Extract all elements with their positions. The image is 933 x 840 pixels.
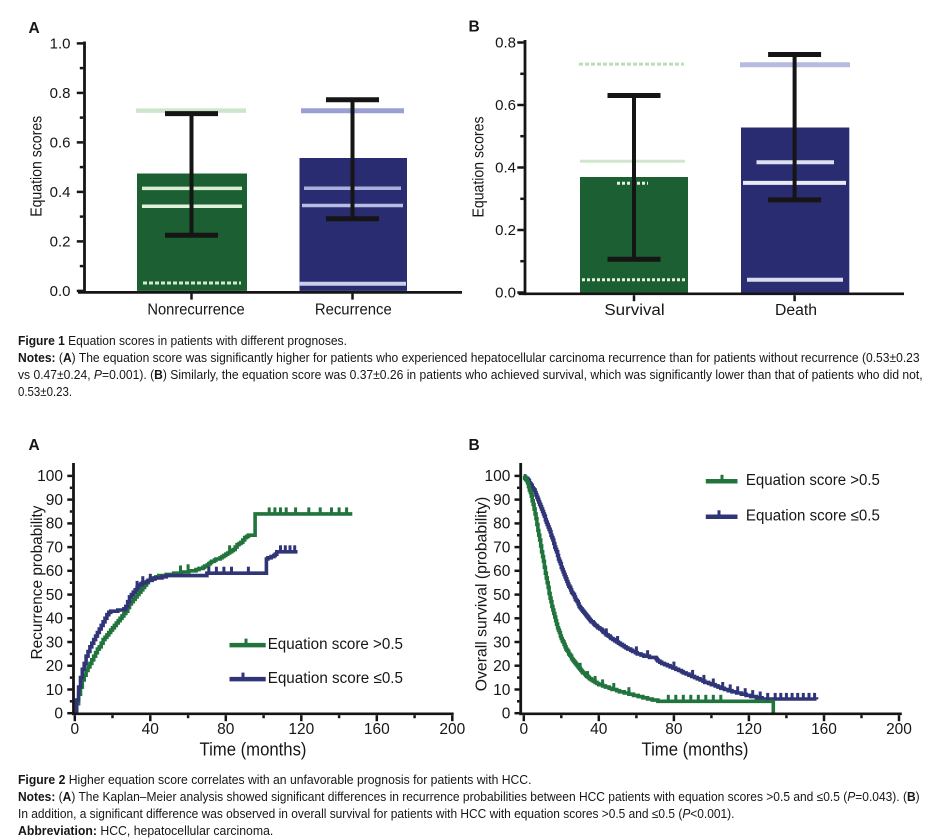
svg-text:60: 60: [493, 563, 511, 580]
svg-text:20: 20: [493, 658, 511, 675]
svg-text:50: 50: [46, 587, 64, 604]
svg-text:60: 60: [46, 563, 64, 580]
svg-text:A: A: [29, 437, 40, 454]
svg-text:0.0: 0.0: [50, 283, 71, 300]
svg-text:70: 70: [493, 539, 511, 556]
svg-text:20: 20: [46, 658, 64, 675]
svg-text:40: 40: [590, 721, 608, 738]
svg-text:0: 0: [70, 721, 79, 738]
svg-text:10: 10: [46, 682, 64, 699]
svg-text:30: 30: [46, 634, 64, 651]
svg-text:B: B: [469, 19, 480, 36]
svg-text:70: 70: [46, 539, 64, 556]
svg-text:160: 160: [811, 721, 837, 738]
svg-text:Recurrence: Recurrence: [315, 302, 392, 319]
svg-text:0.2: 0.2: [50, 233, 71, 250]
svg-text:80: 80: [217, 721, 235, 738]
svg-text:120: 120: [288, 721, 314, 738]
svg-text:100: 100: [485, 468, 511, 485]
svg-text:80: 80: [665, 721, 683, 738]
svg-text:40: 40: [46, 611, 64, 628]
svg-text:30: 30: [493, 634, 511, 651]
svg-text:0: 0: [502, 706, 511, 723]
svg-text:Equation score >0.5: Equation score >0.5: [268, 636, 403, 653]
svg-text:0.4: 0.4: [50, 184, 71, 201]
svg-text:A: A: [29, 20, 40, 37]
svg-text:Nonrecurrence: Nonrecurrence: [147, 302, 244, 319]
svg-text:Survival: Survival: [604, 302, 664, 319]
svg-text:120: 120: [736, 721, 762, 738]
svg-text:Time (months): Time (months): [642, 740, 749, 760]
svg-text:0: 0: [54, 706, 63, 723]
svg-text:Equation scores: Equation scores: [29, 116, 46, 217]
svg-text:40: 40: [142, 721, 160, 738]
svg-text:90: 90: [46, 492, 64, 509]
svg-text:80: 80: [493, 516, 511, 533]
svg-text:Recurrence probability: Recurrence probability: [29, 506, 46, 660]
svg-text:10: 10: [493, 682, 511, 699]
svg-text:0.8: 0.8: [50, 85, 71, 102]
svg-text:Equation scores: Equation scores: [471, 117, 488, 218]
svg-text:Equation score ≤0.5: Equation score ≤0.5: [746, 508, 880, 525]
svg-text:Overall survival (probability): Overall survival (probability): [474, 497, 491, 691]
svg-text:50: 50: [493, 587, 511, 604]
svg-text:200: 200: [439, 721, 465, 738]
svg-text:0.0: 0.0: [495, 285, 516, 302]
svg-text:40: 40: [493, 611, 511, 628]
svg-text:Equation score ≤0.5: Equation score ≤0.5: [268, 670, 403, 687]
svg-text:100: 100: [37, 468, 63, 485]
svg-text:0.2: 0.2: [495, 222, 516, 239]
svg-text:B: B: [469, 437, 480, 454]
svg-text:90: 90: [493, 492, 511, 509]
svg-text:0.4: 0.4: [495, 160, 516, 177]
svg-text:Equation score >0.5: Equation score >0.5: [746, 472, 880, 489]
svg-text:1.0: 1.0: [50, 35, 71, 52]
svg-text:0: 0: [519, 721, 528, 738]
svg-text:200: 200: [886, 721, 912, 738]
svg-text:160: 160: [364, 721, 390, 738]
svg-text:0.8: 0.8: [495, 35, 516, 52]
svg-text:Time (months): Time (months): [200, 740, 307, 760]
svg-text:0.6: 0.6: [50, 134, 71, 151]
svg-text:0.6: 0.6: [495, 97, 516, 114]
svg-text:Death: Death: [775, 302, 817, 319]
svg-text:80: 80: [46, 516, 64, 533]
